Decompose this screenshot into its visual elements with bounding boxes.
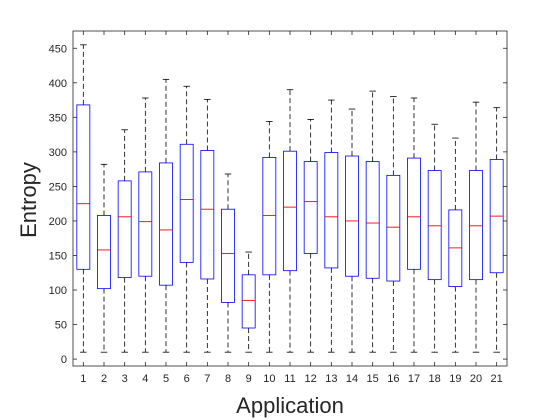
box-18 (427, 170, 442, 281)
y-tick-label: 450 (49, 43, 67, 55)
x-tick-label: 13 (325, 373, 337, 385)
x-tick-label: 17 (408, 373, 420, 385)
box-12 (303, 161, 318, 254)
box-14 (345, 155, 359, 277)
box-10 (262, 157, 277, 276)
box-8 (221, 208, 235, 303)
box-4 (138, 171, 153, 277)
y-tick-label: 50 (55, 320, 67, 332)
y-tick-label: 300 (49, 147, 67, 159)
x-tick-label: 9 (246, 373, 252, 385)
box-6 (179, 143, 194, 263)
x-tick-label: 19 (449, 373, 461, 385)
x-tick-label: 15 (367, 373, 379, 385)
y-tick-label: 100 (49, 285, 67, 297)
box-1 (76, 104, 91, 270)
box-5 (159, 162, 173, 286)
x-tick-label: 1 (80, 373, 86, 385)
x-axis-label: Application (236, 393, 344, 418)
y-tick-label: 400 (49, 78, 67, 90)
box-16 (386, 174, 401, 282)
box-11 (283, 150, 297, 272)
y-tick-label: 0 (61, 354, 67, 366)
box-17 (407, 157, 421, 270)
box-2 (97, 215, 111, 290)
box-20 (469, 170, 483, 281)
y-tick-label: 150 (49, 250, 67, 262)
x-tick-label: 14 (346, 373, 358, 385)
box-3 (117, 180, 132, 278)
box-13 (324, 152, 339, 269)
x-tick-label: 4 (142, 373, 148, 385)
x-tick-label: 20 (470, 373, 482, 385)
x-tick-label: 10 (263, 373, 275, 385)
x-tick-label: 3 (122, 373, 128, 385)
x-tick-label: 12 (305, 373, 317, 385)
box-15 (365, 161, 380, 279)
x-tick-label: 7 (204, 373, 210, 385)
y-axis-label: Entropy (16, 162, 41, 238)
y-tick-label: 200 (49, 216, 67, 228)
x-tick-label: 8 (225, 373, 231, 385)
y-tick-label: 250 (49, 181, 67, 193)
x-tick-label: 18 (429, 373, 441, 385)
x-tick-label: 2 (101, 373, 107, 385)
x-tick-label: 16 (387, 373, 399, 385)
box-9 (241, 274, 256, 329)
x-tick-label: 5 (163, 373, 169, 385)
y-tick-label: 350 (49, 112, 67, 124)
x-tick-label: 21 (491, 373, 503, 385)
x-tick-label: 6 (184, 373, 190, 385)
x-tick-label: 11 (284, 373, 295, 385)
box-7 (200, 150, 215, 280)
